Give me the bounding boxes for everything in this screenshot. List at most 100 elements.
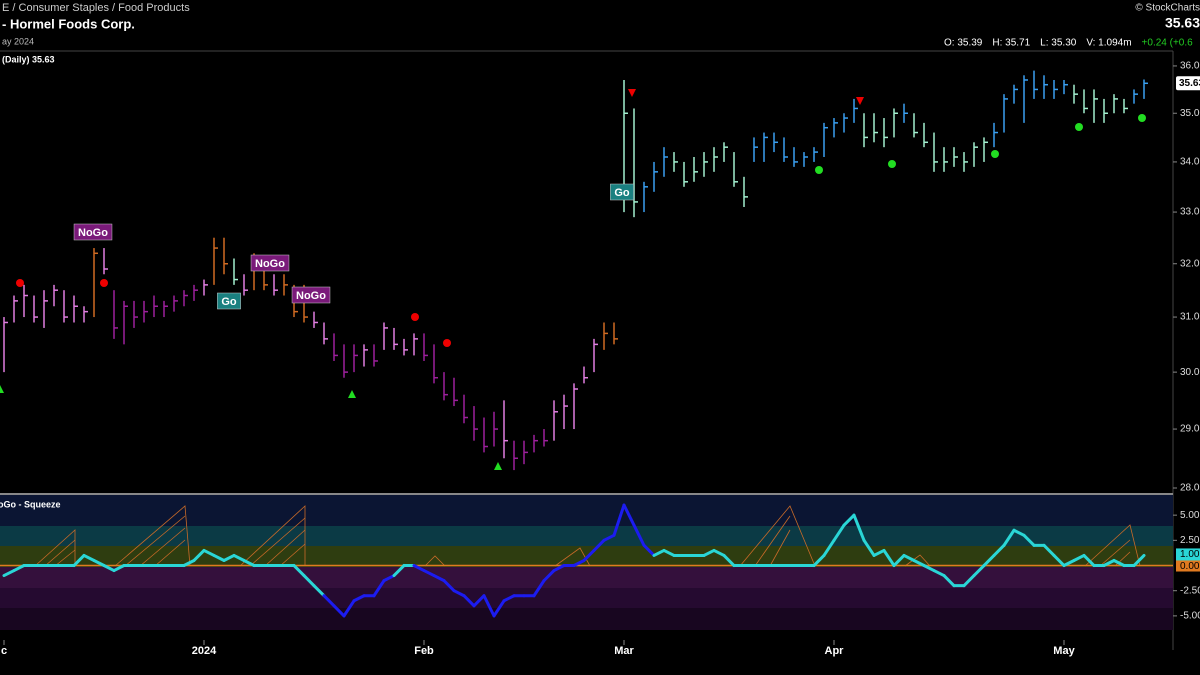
y-tick-label: -5.00 (1180, 611, 1200, 622)
date: ay 2024 (2, 36, 34, 46)
oscillator-segment (872, 548, 886, 557)
quote-item: H: 35.71 (992, 38, 1030, 49)
oscillator-segment (1002, 528, 1016, 547)
oscillator-segment (212, 553, 226, 562)
go-arrow (494, 462, 502, 470)
oscillator-segment (462, 594, 476, 608)
breadcrumb: E / Consumer Staples / Food Products (2, 2, 190, 14)
oscillator-segment (622, 503, 636, 527)
oscillator-segment (182, 558, 196, 568)
x-tick-label: 2024 (192, 645, 217, 657)
oscillator-segment (882, 548, 896, 568)
y-tick-label: 36.00 (1180, 61, 1200, 72)
oscillator-segment (912, 558, 926, 568)
oscillator-segment (502, 594, 516, 603)
nogo-dot (16, 279, 24, 287)
y-tick-label: 2.50 (1180, 535, 1200, 546)
title: - Hormel Foods Corp. (2, 16, 135, 31)
quote-item: L: 35.30 (1040, 38, 1077, 49)
oscillator-segment (602, 533, 616, 542)
quote-item: O: 35.39 (944, 38, 983, 49)
annotation-label: NoGo (78, 227, 108, 239)
annotation: NoGo (250, 254, 290, 272)
oscillator-segment (102, 564, 116, 573)
oscillator-segment (832, 523, 846, 542)
oscillator-segment (12, 564, 26, 573)
last-price: 35.63 (1165, 15, 1200, 31)
go-dot (1138, 114, 1146, 122)
oscillator-segment (652, 548, 666, 557)
oscillator-segment (432, 574, 446, 583)
oscillator-segment (472, 594, 486, 608)
last-price-box (1176, 76, 1200, 91)
oscillator-segment (112, 564, 126, 573)
go-dot (1075, 123, 1083, 131)
nogo-dot (411, 313, 419, 321)
oscillator-segment (812, 553, 826, 568)
oscillator-segment (82, 553, 96, 562)
signals (0, 89, 1146, 470)
oscillator-segment (582, 548, 596, 562)
annotation-label: NoGo (296, 290, 326, 302)
oscillator-segment (372, 579, 386, 598)
zero-box (1176, 559, 1200, 572)
annotation-box (610, 183, 634, 201)
x-tick-label: Mar (614, 645, 634, 657)
oscillator-segment (302, 574, 316, 588)
oscillator-segment (242, 558, 256, 568)
oscillator-segment (452, 589, 466, 598)
y-tick-label: 34.00 (1180, 157, 1200, 168)
oscillator-segment (842, 513, 856, 527)
y-tick-label: 35.00 (1180, 108, 1200, 119)
annotation: Go (217, 292, 241, 310)
oscillator-segment (722, 553, 736, 568)
oscillator-segment (412, 564, 426, 573)
oscillator-segment (1062, 558, 1076, 568)
oscillator-segment (292, 564, 306, 578)
oscillator-segment (822, 538, 836, 557)
oscillator-segment (1022, 533, 1036, 547)
band (0, 608, 1173, 630)
oscillator-segment (352, 594, 366, 603)
squeeze-fans (34, 505, 1141, 567)
x-tick-label: May (1053, 645, 1075, 657)
annotation-box (217, 292, 241, 310)
nogo-dot (443, 339, 451, 347)
y-tick-label: 29.00 (1180, 424, 1200, 435)
oscillator-segment (482, 594, 496, 618)
fan (34, 505, 1141, 567)
y-tick-label: 30.00 (1180, 367, 1200, 378)
change: +0.24 (+0.6 (1142, 38, 1194, 49)
nogo-arrow (856, 97, 864, 105)
oscillator-segment (332, 604, 346, 618)
oscillator-segment (312, 584, 326, 598)
x-tick-label: Feb (414, 645, 434, 657)
annotation-box (250, 254, 290, 272)
oscillator-segment (862, 538, 876, 557)
oscillator-segment (592, 538, 606, 552)
last-value-box (1176, 548, 1200, 561)
y-tick-label: -2.50 (1180, 585, 1200, 596)
go-dot (815, 166, 823, 174)
y-tick-label: 32.00 (1180, 258, 1200, 269)
oscillator-segment (342, 599, 356, 618)
oscillator-segment (992, 543, 1006, 557)
oscillator-segment (922, 564, 936, 573)
oscillator-segment (422, 569, 436, 578)
oscillator-segment (442, 579, 456, 593)
oscillator-segment (392, 564, 406, 578)
oscillator-segment (1072, 553, 1086, 562)
go-dot (888, 160, 896, 168)
brand: © StockCharts (1135, 3, 1200, 14)
x-tick-label: c (1, 645, 7, 657)
oscillator-segment (632, 523, 646, 547)
oscillator-segment (1132, 553, 1146, 568)
panel-label: (Daily) 35.63 (2, 54, 55, 64)
oscillator-segment (662, 548, 676, 557)
y-tick-label: 33.00 (1180, 207, 1200, 218)
oscillator-segment (1112, 558, 1126, 568)
band (0, 567, 1173, 588)
annotation: Go (610, 183, 634, 201)
oscillator-segment (1012, 528, 1026, 537)
